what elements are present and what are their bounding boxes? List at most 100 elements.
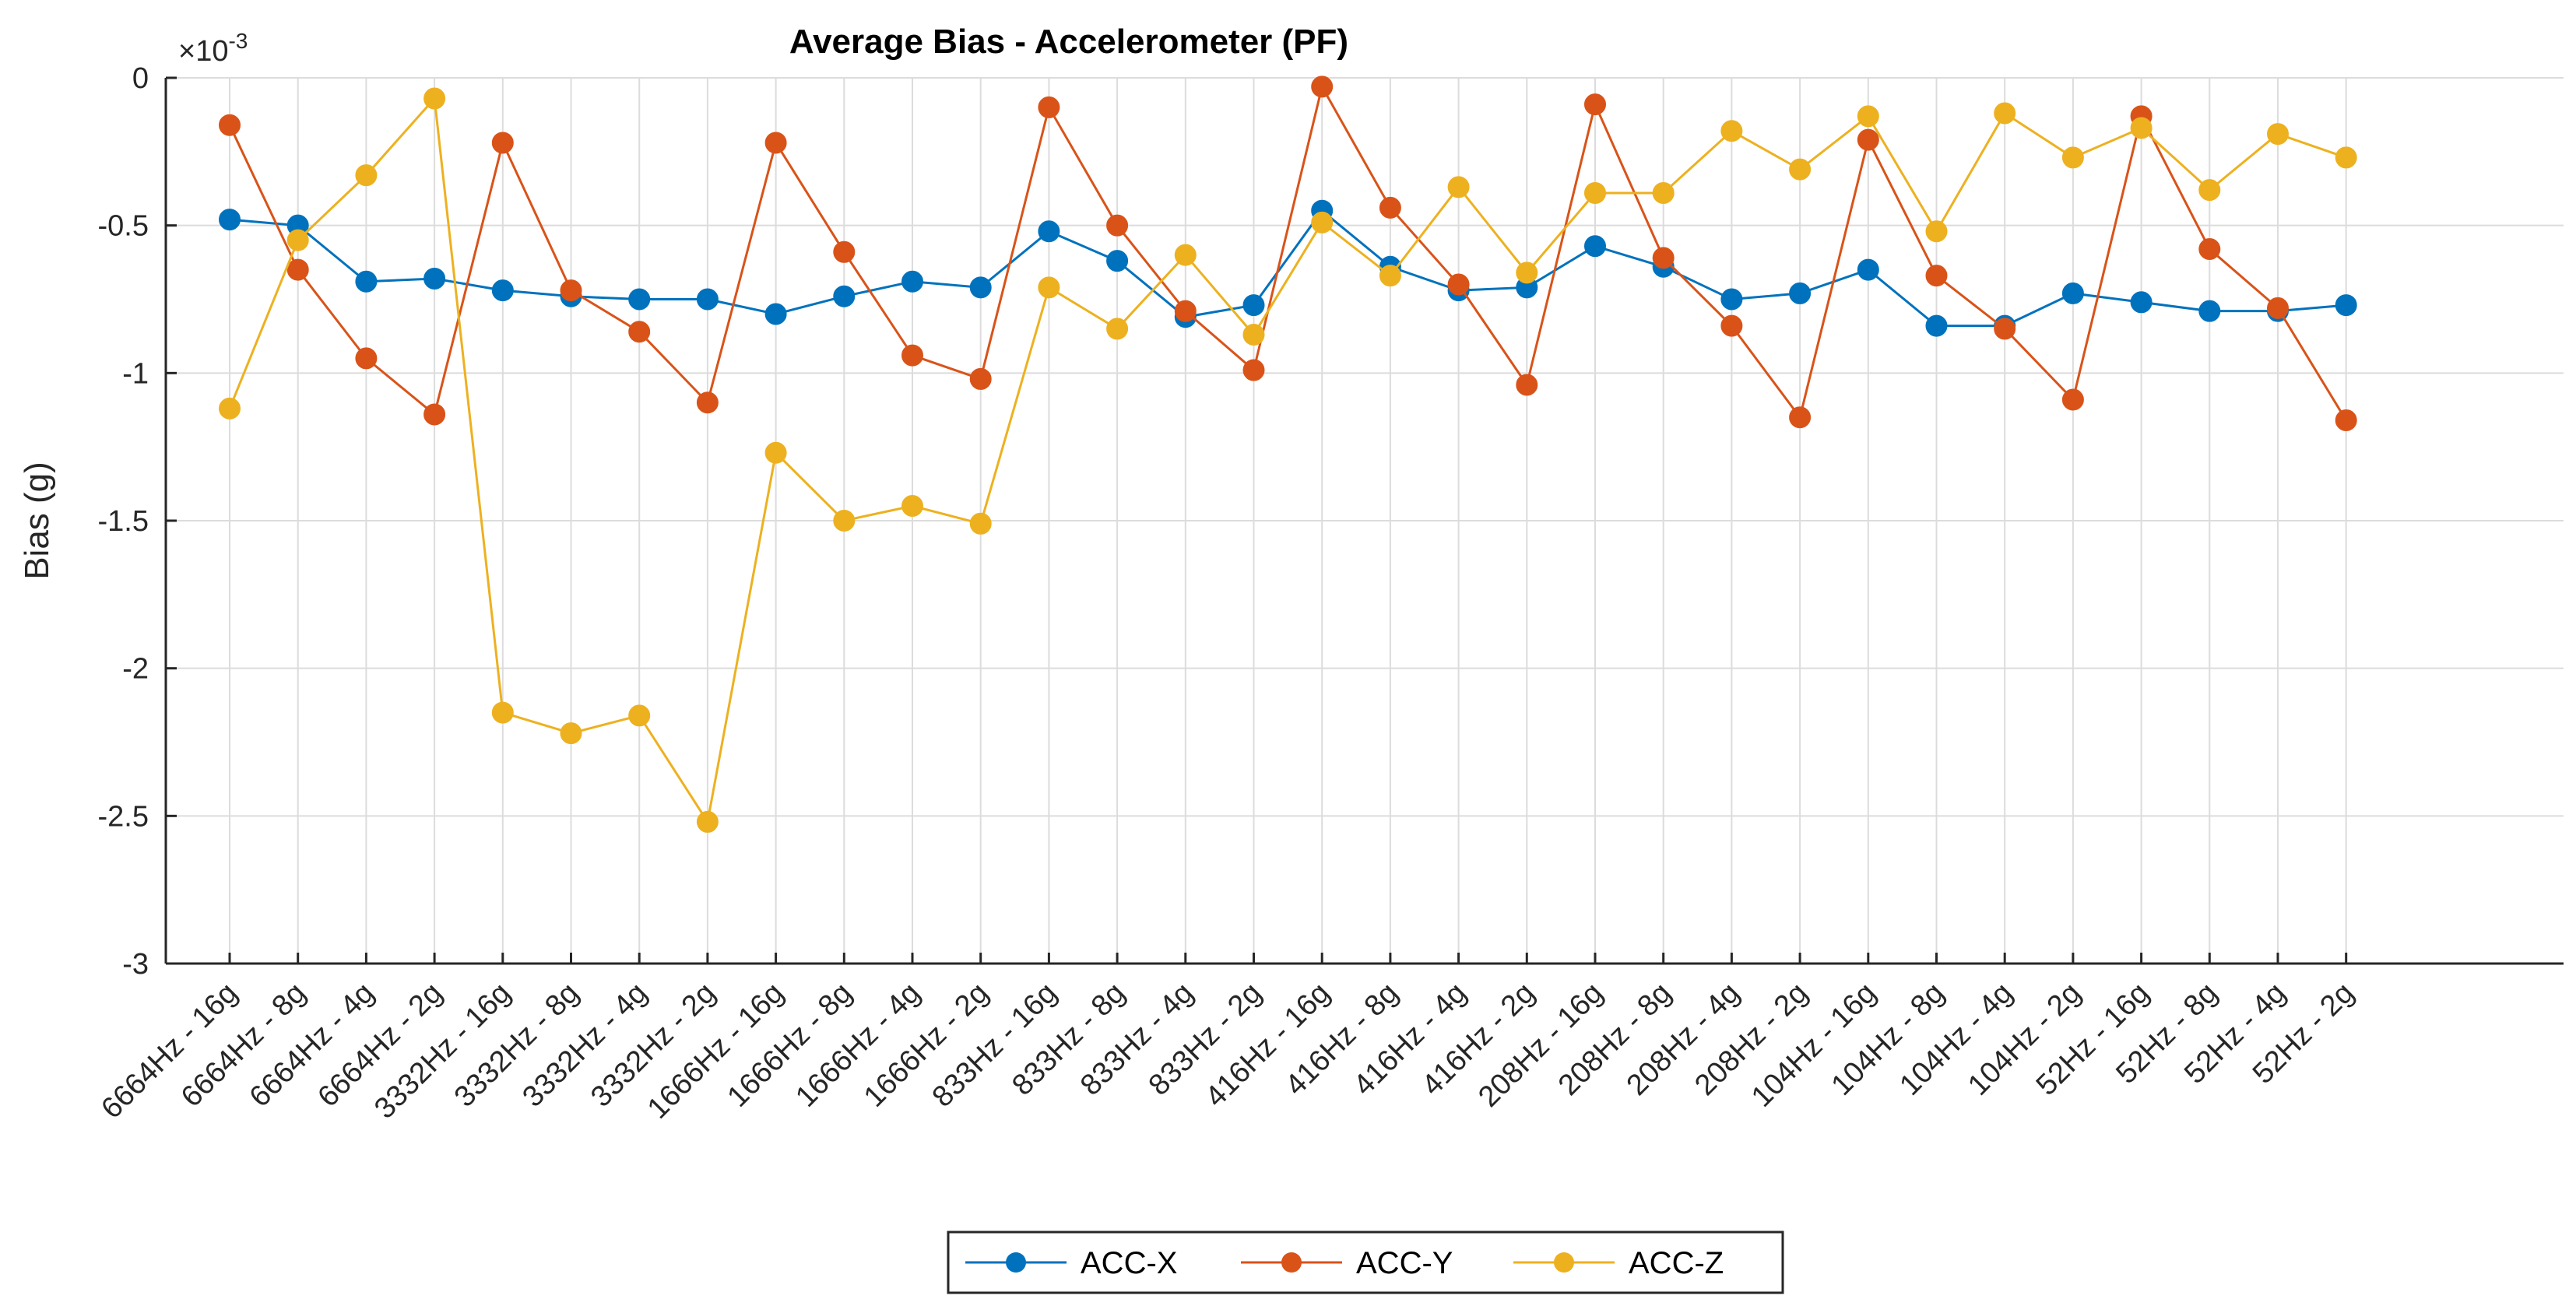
series-acc-z (219, 87, 2357, 833)
data-point (1106, 214, 1129, 237)
data-point (1857, 128, 1879, 151)
data-point (2335, 409, 2357, 432)
data-point (1857, 105, 1879, 128)
data-point (2130, 117, 2153, 139)
data-point (696, 391, 719, 414)
data-point (901, 344, 923, 367)
data-point (833, 240, 856, 263)
data-point (2267, 123, 2289, 146)
data-point (491, 279, 514, 302)
data-point (491, 701, 514, 724)
y-exponent-base: ×10 (178, 35, 228, 68)
legend-item-acc-x: ACC-X (965, 1246, 1177, 1280)
legend-item-acc-y: ACC-Y (1241, 1246, 1453, 1280)
data-point (423, 87, 446, 110)
data-point (764, 441, 787, 464)
data-point (2061, 282, 2084, 304)
data-point (219, 114, 241, 136)
data-point (1789, 158, 1812, 181)
data-point (1038, 96, 1060, 118)
data-point (423, 267, 446, 290)
data-point (901, 270, 923, 293)
data-point (2335, 294, 2357, 317)
series-group (219, 75, 2357, 833)
data-point (1379, 265, 1401, 287)
data-point (696, 810, 719, 833)
data-point (628, 288, 651, 311)
data-point (1447, 273, 1470, 296)
data-point (1720, 314, 1743, 337)
data-point (2335, 146, 2357, 169)
data-point (355, 270, 378, 293)
data-point (491, 132, 514, 154)
data-point (628, 704, 651, 727)
y-tick-label: -2 (122, 653, 149, 686)
y-axis-exponent: ×10-3 (178, 29, 248, 68)
data-point (423, 403, 446, 426)
data-point (1516, 262, 1538, 284)
y-tick-label: -3 (122, 948, 149, 981)
series-line (228, 83, 2347, 421)
data-point (1789, 406, 1812, 429)
data-point (1106, 250, 1129, 272)
data-point (1584, 181, 1606, 204)
series-line (228, 96, 2347, 825)
data-point (1584, 235, 1606, 258)
data-point (1242, 294, 1265, 317)
legend-item-acc-z: ACC-Z (1513, 1246, 1724, 1280)
data-point (1242, 324, 1265, 346)
legend-label: ACC-X (1081, 1246, 1177, 1280)
data-point (969, 276, 992, 299)
legend-marker (1554, 1252, 1574, 1273)
data-point (1994, 318, 2016, 340)
data-point (901, 495, 923, 518)
y-tick-label: -2.5 (98, 800, 149, 833)
y-axis-label: Bias (g) (18, 462, 56, 580)
data-point (2061, 388, 2084, 411)
data-point (2130, 291, 2153, 314)
data-point (1925, 220, 1948, 243)
data-point (355, 164, 378, 187)
data-point (1242, 359, 1265, 381)
grid (166, 77, 2564, 964)
data-point (1174, 300, 1197, 322)
data-point (1652, 247, 1675, 269)
data-point (764, 132, 787, 154)
data-point (560, 279, 582, 302)
data-point (1174, 244, 1197, 266)
y-tick-label: -0.5 (98, 210, 149, 243)
y-exponent-power: -3 (228, 29, 248, 53)
legend: ACC-X ACC-Y ACC-Z (947, 1231, 1784, 1294)
data-point (1106, 318, 1129, 340)
data-point (286, 229, 309, 251)
data-point (628, 321, 651, 343)
data-point (696, 288, 719, 311)
data-point (1447, 176, 1470, 198)
data-point (1789, 282, 1812, 304)
data-point (1379, 196, 1401, 219)
data-point (1720, 120, 1743, 142)
data-point (833, 510, 856, 532)
data-point (355, 347, 378, 370)
data-point (286, 258, 309, 281)
legend-marker (1281, 1252, 1302, 1273)
data-point (2198, 238, 2221, 261)
data-point (1516, 374, 1538, 396)
data-point (1311, 211, 1334, 233)
data-point (2198, 300, 2221, 322)
y-tick-label: -1.5 (98, 505, 149, 538)
y-tick-label: -1 (122, 357, 149, 390)
data-point (764, 303, 787, 325)
chart-title: Average Bias - Accelerometer (PF) (789, 23, 1348, 61)
data-point (2267, 297, 2289, 319)
data-point (969, 512, 992, 535)
data-point (1038, 276, 1060, 299)
data-point (560, 722, 582, 745)
data-point (219, 397, 241, 420)
data-point (969, 367, 992, 390)
data-point (2198, 179, 2221, 202)
data-point (1720, 288, 1743, 311)
legend-label: ACC-Y (1356, 1246, 1453, 1280)
data-point (1311, 75, 1334, 98)
